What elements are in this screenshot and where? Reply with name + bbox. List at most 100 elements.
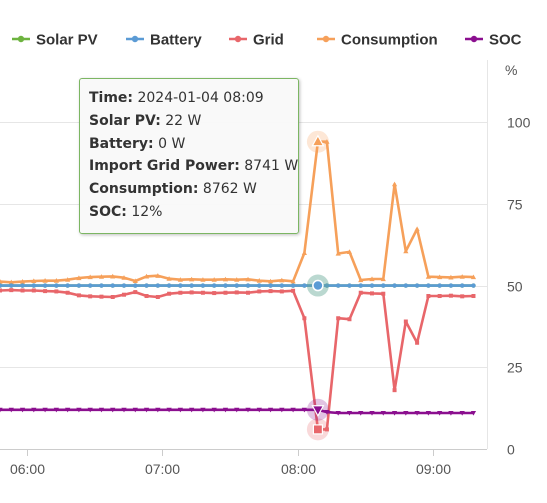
soc-point-32 [358, 410, 364, 416]
soc-point-9 [98, 407, 105, 413]
battery-point-36 [403, 283, 409, 288]
battery-point-6 [65, 283, 70, 288]
soc-point-12 [132, 407, 138, 413]
soc-point-31 [346, 410, 353, 416]
battery-point-42 [471, 283, 476, 288]
legend-item-solar-pv[interactable]: Solar PV [12, 32, 98, 49]
battery-point-14 [155, 283, 161, 288]
consumption-point-25 [279, 277, 285, 283]
grid-point-16 [178, 290, 183, 295]
soc-point-18 [200, 407, 206, 413]
soc-point-26 [290, 407, 296, 413]
tooltip-soc-label: SOC: [89, 203, 127, 220]
tooltip-battery-label: Battery: [89, 135, 154, 152]
tooltip-row-battery: Battery: 0 W [89, 133, 289, 156]
tooltip-solar-value: 22 W [165, 112, 202, 129]
consumption-point-31 [346, 249, 353, 254]
series-consumption [0, 139, 477, 285]
axes: 0 25 50 75 100 06:00 07:00 08:00 09:00 [0, 60, 531, 477]
battery-point-17 [189, 283, 194, 288]
soc-point-42 [470, 410, 477, 416]
solar-pv-legend-swatch-marker [17, 35, 25, 43]
battery-point-9 [99, 283, 104, 288]
series-lines [0, 139, 477, 432]
grid-point-14 [155, 294, 160, 299]
tooltip-row-soc: SOC: 12% [89, 201, 289, 224]
grid-point-9 [99, 294, 104, 299]
battery-point-12 [133, 283, 138, 288]
hover-markers [306, 130, 329, 441]
consumption-point-16 [177, 277, 183, 282]
grid-point-8 [88, 294, 93, 299]
legend-item-consumption[interactable]: Consumption [317, 32, 438, 49]
tooltip-battery-value: 0 W [158, 135, 186, 152]
soc-point-19 [211, 407, 217, 413]
battery-point-24 [268, 283, 273, 288]
soc-legend-label: SOC [489, 32, 522, 49]
consumption-point-1 [8, 279, 14, 285]
battery-point-7 [76, 283, 82, 288]
battery-point-11 [121, 283, 127, 288]
consumption-point-19 [211, 277, 217, 282]
soc-point-1 [8, 407, 14, 413]
tooltip-row-consumption: Consumption: 8762 W [89, 178, 289, 201]
grid-point-21 [234, 290, 239, 295]
soc-point-17 [189, 407, 195, 413]
consumption-point-17 [189, 276, 195, 282]
consumption-point-5 [53, 278, 59, 283]
grid-point-25 [279, 289, 284, 294]
soc-point-7 [76, 407, 82, 413]
grid-point-3 [31, 288, 36, 293]
battery-point-0 [0, 283, 3, 288]
y-tick-label-25: 25 [507, 360, 523, 376]
soc-point-22 [245, 407, 251, 413]
soc-point-38 [425, 410, 431, 416]
legend-item-grid[interactable]: Grid [229, 32, 284, 49]
legend[interactable]: Solar PV Battery Grid Consumption SOC [12, 32, 522, 49]
consumption-point-7 [76, 275, 82, 281]
battery-point-8 [87, 283, 93, 288]
grid-point-41 [460, 294, 465, 299]
grid-point-23 [257, 289, 262, 294]
grid-point-6 [65, 290, 70, 295]
grid-point-22 [246, 290, 251, 295]
y-tick-label-75: 75 [507, 197, 523, 213]
legend-item-soc[interactable]: SOC [465, 32, 522, 49]
consumption-point-2 [19, 279, 26, 284]
consumption-point-26 [290, 278, 296, 284]
consumption-point-23 [256, 278, 262, 283]
consumption-point-29 [324, 139, 330, 144]
soc-point-33 [369, 410, 375, 416]
battery-point-39 [437, 283, 442, 288]
x-tick-label-07:00: 07:00 [145, 461, 180, 477]
battery-point-2 [20, 283, 25, 288]
soc-point-23 [256, 407, 262, 413]
soc-legend-swatch-marker [470, 35, 478, 43]
legend-item-battery[interactable]: Battery [126, 32, 202, 49]
battery-point-1 [9, 283, 14, 288]
battery-point-3 [31, 283, 37, 288]
soc-point-41 [459, 410, 465, 416]
grid-point-11 [122, 292, 127, 297]
y-tick-label-0: 0 [507, 442, 515, 458]
series-soc [0, 407, 477, 416]
consumption-point-27 [301, 250, 307, 255]
grid-point-27 [302, 316, 307, 321]
battery-point-10 [110, 283, 115, 288]
battery-point-21 [234, 283, 239, 288]
battery-point-25 [279, 283, 285, 288]
soc-point-25 [279, 407, 285, 413]
grid-point-18 [200, 290, 205, 295]
x-tick-label-09:00: 09:00 [416, 461, 451, 477]
soc-point-11 [121, 407, 127, 413]
tooltip-row-solar: Solar PV: 22 W [89, 110, 289, 133]
consumption-point-9 [98, 274, 105, 279]
battery-point-37 [414, 283, 420, 288]
grid-point-31 [347, 317, 352, 322]
battery-point-4 [42, 283, 48, 288]
series-grid [0, 288, 476, 432]
y-tick-label-100: 100 [507, 115, 531, 131]
consumption-point-33 [369, 276, 375, 282]
grid-point-0 [0, 288, 2, 293]
grid-point-4 [43, 289, 48, 294]
